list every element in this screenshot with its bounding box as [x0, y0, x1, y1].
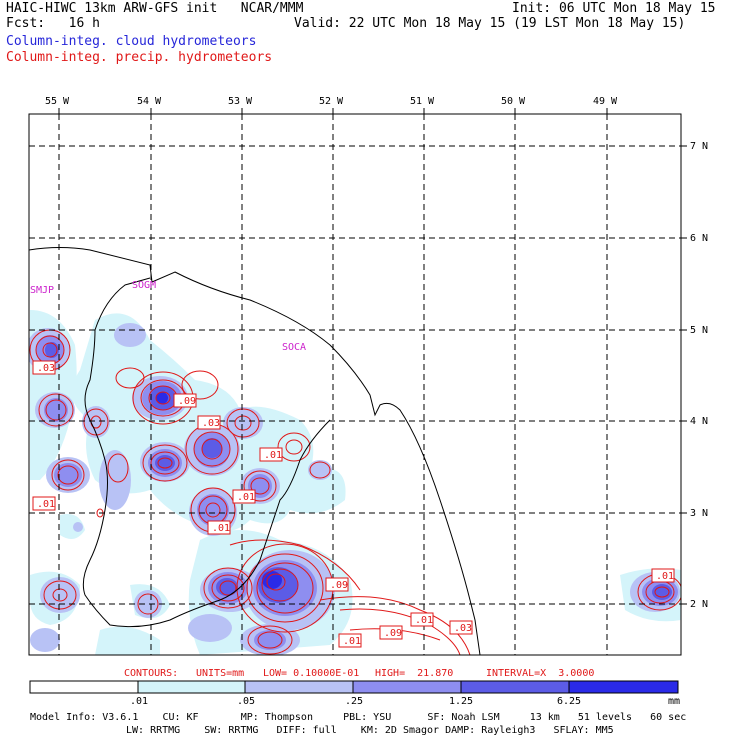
contour-label: .09 [330, 580, 349, 591]
contour-low: LOW= 0.10000E-01 [263, 668, 360, 679]
contour-label: .03 [454, 623, 473, 634]
colorbar-tick: .05 [237, 696, 256, 707]
model-info-line1: Model Info: V3.6.1 CU: KF MP: Thompson P… [30, 712, 687, 723]
valid-time: Valid: 22 UTC Mon 18 May 15 (19 LST Mon … [294, 16, 686, 31]
contour-label: .01 [415, 615, 434, 626]
contour-units: UNITS=mm [196, 668, 245, 679]
contour-label: .01 [212, 523, 231, 534]
axis-ticks [58, 108, 687, 605]
model-info-line2: LW: RRTMG SW: RRTMG DIFF: full KM: 2D Sm… [126, 725, 614, 736]
station-label: SOGM [132, 280, 157, 291]
lat-label: 2 N [690, 599, 709, 610]
colorbar-tick: 6.25 [557, 696, 582, 707]
lat-label: 3 N [690, 508, 709, 519]
station-label: SOCA [282, 342, 307, 353]
contour-interval: INTERVAL=X 3.0000 [486, 668, 595, 679]
contour-info-label: CONTOURS: [124, 668, 179, 679]
lat-lon-grid [29, 114, 681, 655]
lat-label: 7 N [690, 141, 709, 152]
lat-label: 4 N [690, 416, 709, 427]
lon-label: 55 W [45, 96, 70, 107]
lon-label: 50 W [501, 96, 526, 107]
contour-label-boxes [32, 360, 675, 648]
contour-label: .03 [202, 418, 221, 429]
forecast-hour: Fcst: 16 h [6, 16, 100, 31]
lon-label: 52 W [319, 96, 344, 107]
lon-label: 53 W [228, 96, 253, 107]
contour-label: .01 [37, 499, 56, 510]
coastlines [29, 247, 481, 655]
plot-title: HAIC-HIWC 13km ARW-GFS init NCAR/MMM [6, 1, 304, 16]
lon-label: 54 W [137, 96, 162, 107]
lat-label: 5 N [690, 325, 709, 336]
colorbar-tick: 1.25 [449, 696, 474, 707]
colorbar-unit: mm [668, 696, 681, 707]
contour-label: .01 [656, 571, 675, 582]
legend-precip-hydrometeors: Column-integ. precip. hydrometeors [6, 50, 273, 65]
contour-label: .03 [37, 363, 56, 374]
contour-label: .01 [264, 450, 283, 461]
station-label: SMJP [30, 285, 55, 296]
init-time: Init: 06 UTC Mon 18 May 15 [512, 1, 716, 16]
contour-label: .09 [384, 628, 403, 639]
contour-label: .09 [178, 396, 197, 407]
map-frame [28, 113, 682, 656]
contour-label: .01 [343, 636, 362, 647]
lon-label: 51 W [410, 96, 435, 107]
contour-label: .01 [237, 492, 256, 503]
colorbar-tick: .01 [130, 696, 149, 707]
colorbar-tick: .25 [345, 696, 364, 707]
contour-high: HIGH= 21.870 [375, 668, 454, 679]
lon-label: 49 W [593, 96, 618, 107]
lat-label: 6 N [690, 233, 709, 244]
legend-cloud-hydrometeors: Column-integ. cloud hydrometeors [6, 34, 257, 49]
